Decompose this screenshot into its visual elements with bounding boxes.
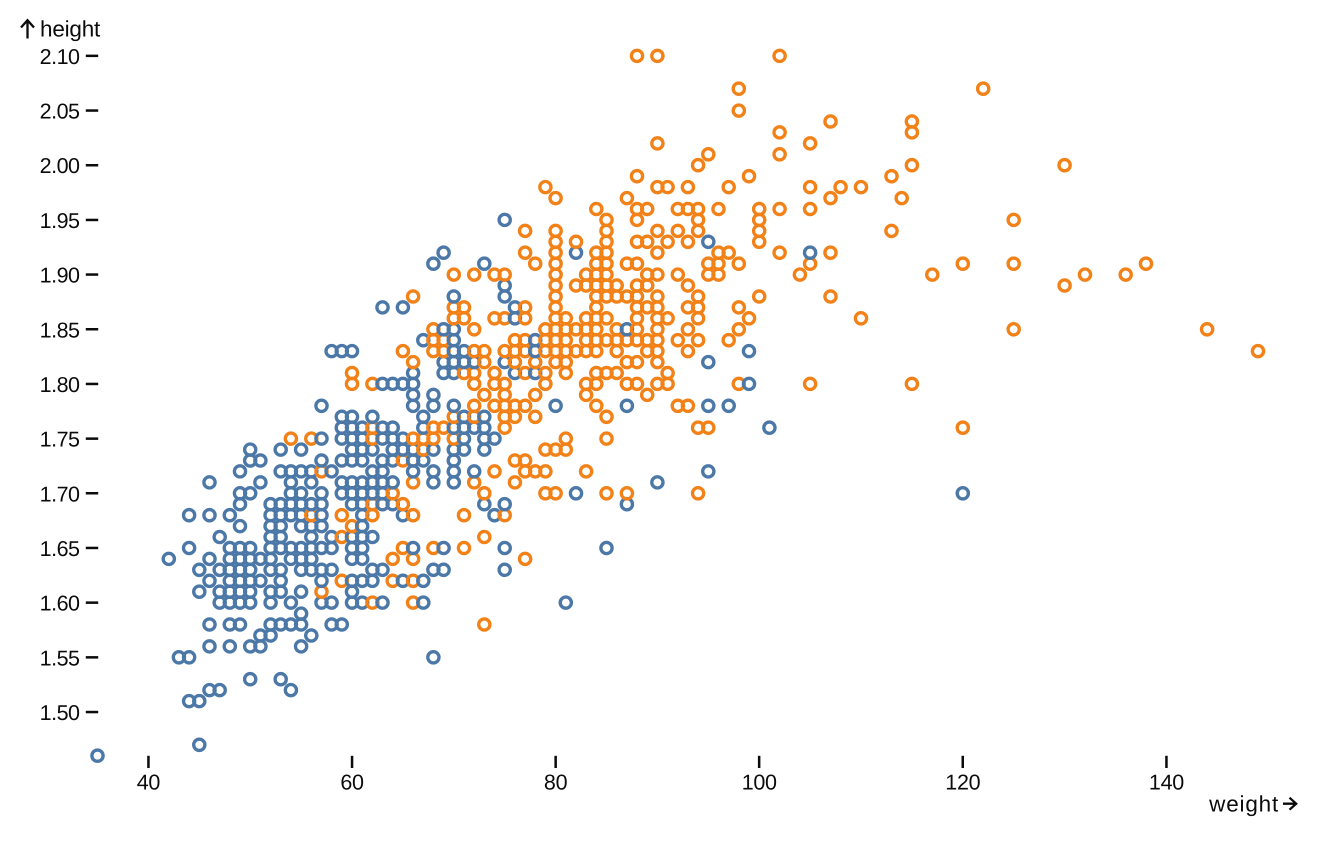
svg-text:40: 40 <box>137 771 161 795</box>
svg-text:80: 80 <box>544 771 568 795</box>
svg-text:1.85: 1.85 <box>40 318 80 342</box>
svg-text:100: 100 <box>742 771 777 795</box>
svg-text:weight: weight <box>1208 792 1279 817</box>
svg-text:60: 60 <box>340 771 364 795</box>
svg-text:2.00: 2.00 <box>40 154 80 178</box>
svg-text:2.10: 2.10 <box>40 45 80 69</box>
svg-text:1.50: 1.50 <box>40 701 80 725</box>
svg-text:140: 140 <box>1149 771 1184 795</box>
svg-text:120: 120 <box>945 771 980 795</box>
svg-text:1.55: 1.55 <box>40 646 80 670</box>
svg-text:1.70: 1.70 <box>40 482 80 506</box>
svg-text:1.80: 1.80 <box>40 373 80 397</box>
svg-text:2.05: 2.05 <box>40 100 80 124</box>
svg-text:1.75: 1.75 <box>40 428 80 452</box>
svg-text:height: height <box>40 17 101 42</box>
svg-text:1.60: 1.60 <box>40 592 80 616</box>
svg-text:1.95: 1.95 <box>40 209 80 233</box>
svg-text:1.90: 1.90 <box>40 264 80 288</box>
svg-text:1.65: 1.65 <box>40 537 80 561</box>
